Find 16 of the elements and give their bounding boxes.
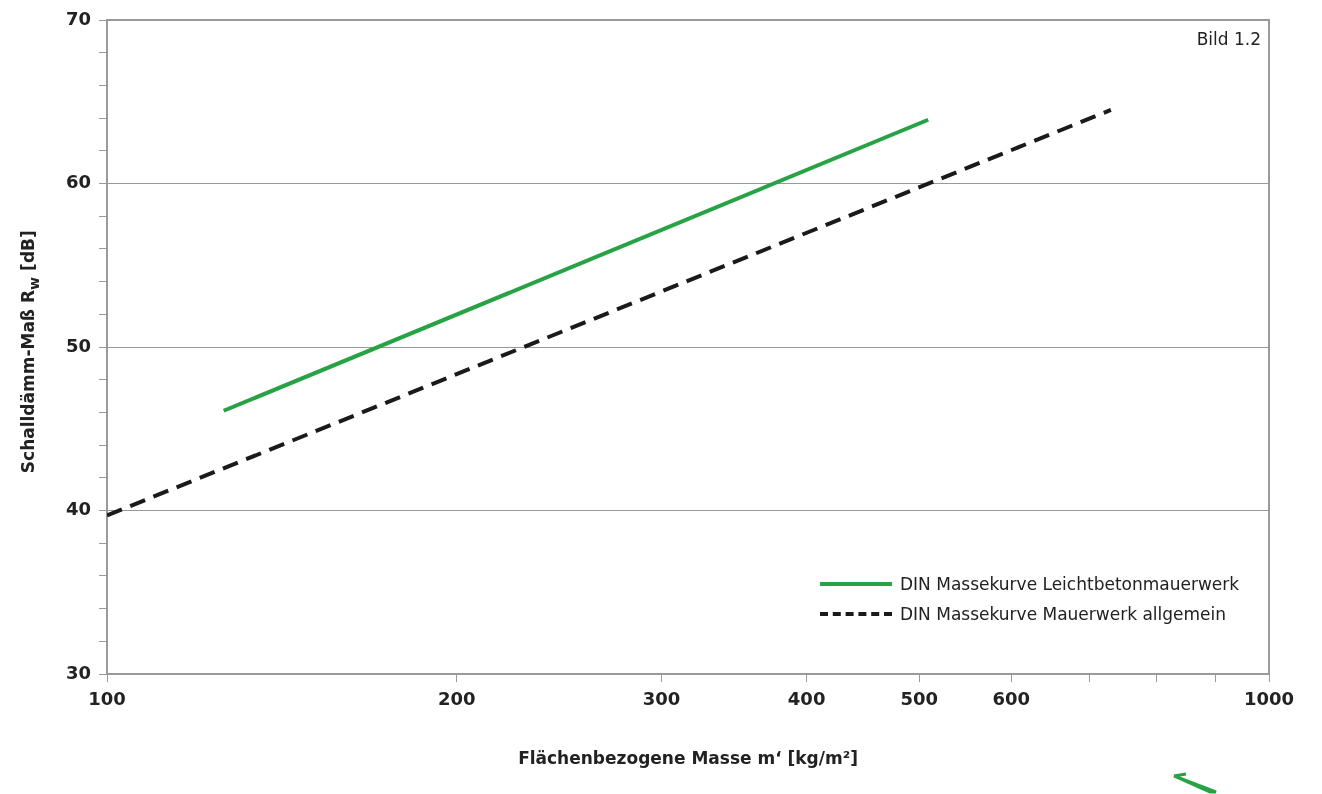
y-tick-label: 40 xyxy=(65,498,92,520)
y-tick-label: 30 xyxy=(65,661,92,683)
y-tick-label: 50 xyxy=(65,334,92,356)
x-tick-label: 200 xyxy=(438,688,476,710)
x-tick-label: 400 xyxy=(787,688,826,710)
x-axis-title: Flächenbezogene Masse m‘ [kg/m²] xyxy=(518,748,858,769)
legend-label: DIN Massekurve Leichtbetonmauerwerk xyxy=(900,574,1240,594)
x-tick-label: 1000 xyxy=(1243,688,1295,710)
x-tick-label: 600 xyxy=(992,688,1031,710)
annotation: Bild 1.2 xyxy=(1196,28,1261,49)
x-tick-label: 300 xyxy=(642,688,681,710)
y-tick-label: 60 xyxy=(65,171,92,193)
legend-label: DIN Massekurve Mauerwerk allgemein xyxy=(900,604,1227,624)
x-tick-label: 500 xyxy=(900,688,939,710)
y-tick-label: 70 xyxy=(65,7,92,29)
x-tick-label: 100 xyxy=(88,688,126,710)
